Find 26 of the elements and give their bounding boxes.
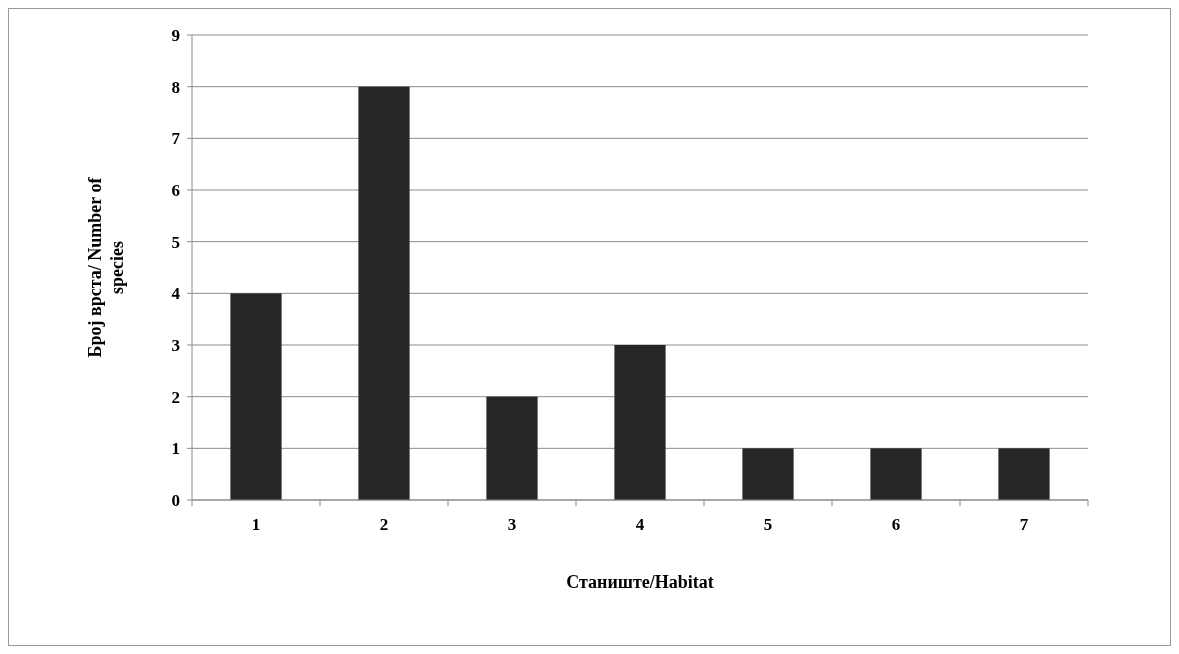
y-tick-label: 9	[171, 25, 180, 45]
x-tick-label: 3	[507, 515, 517, 534]
x-axis-title: Станиште/Habitat	[566, 572, 714, 592]
bar	[614, 345, 666, 500]
bar	[998, 448, 1050, 500]
bar	[230, 293, 282, 500]
y-axis-title: Број врста/ Number of species	[85, 176, 127, 358]
y-tick-label: 4	[171, 284, 181, 304]
y-tick-label: 5	[171, 232, 180, 252]
x-tick-label: 4	[635, 515, 645, 534]
bar	[870, 448, 922, 500]
x-tick-label: 7	[1019, 515, 1029, 534]
x-tick-label: 6	[891, 515, 901, 534]
y-tick-label: 8	[171, 77, 180, 97]
bar	[742, 448, 794, 500]
x-tick-label: 1	[251, 515, 261, 534]
bar	[358, 86, 410, 500]
y-tick-label: 6	[171, 180, 180, 200]
x-tick-label: 5	[763, 515, 773, 534]
y-tick-label: 0	[171, 490, 180, 510]
x-tick-label: 2	[379, 515, 389, 534]
y-tick-label: 2	[171, 387, 180, 407]
y-tick-label: 3	[171, 335, 180, 355]
y-tick-label: 1	[171, 439, 180, 459]
y-tick-label: 7	[171, 129, 181, 149]
bar	[486, 396, 538, 500]
